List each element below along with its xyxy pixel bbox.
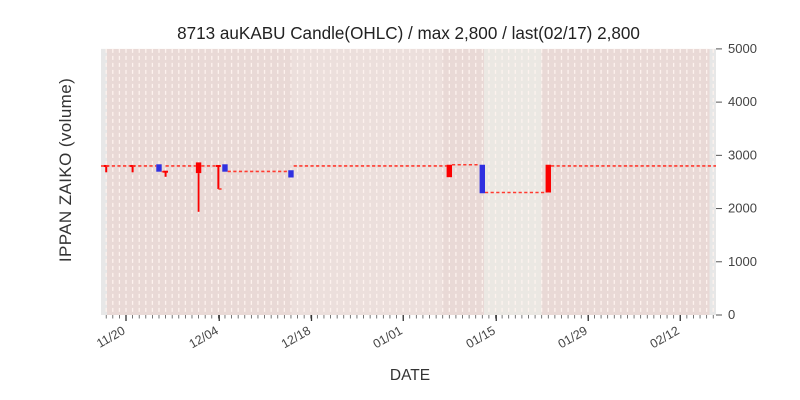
svg-text:01/01: 01/01 [371, 323, 405, 351]
svg-text:01/15: 01/15 [464, 323, 498, 351]
svg-text:5000: 5000 [728, 41, 757, 56]
svg-text:4000: 4000 [728, 94, 757, 109]
svg-text:3000: 3000 [728, 147, 757, 162]
svg-text:12/18: 12/18 [279, 323, 313, 351]
svg-text:11/20: 11/20 [94, 323, 127, 350]
svg-text:01/29: 01/29 [556, 323, 590, 351]
svg-text:02/12: 02/12 [648, 323, 682, 351]
svg-text:1000: 1000 [728, 254, 757, 269]
svg-text:0: 0 [728, 307, 735, 322]
svg-text:12/04: 12/04 [187, 323, 221, 351]
svg-text:2000: 2000 [728, 201, 757, 216]
